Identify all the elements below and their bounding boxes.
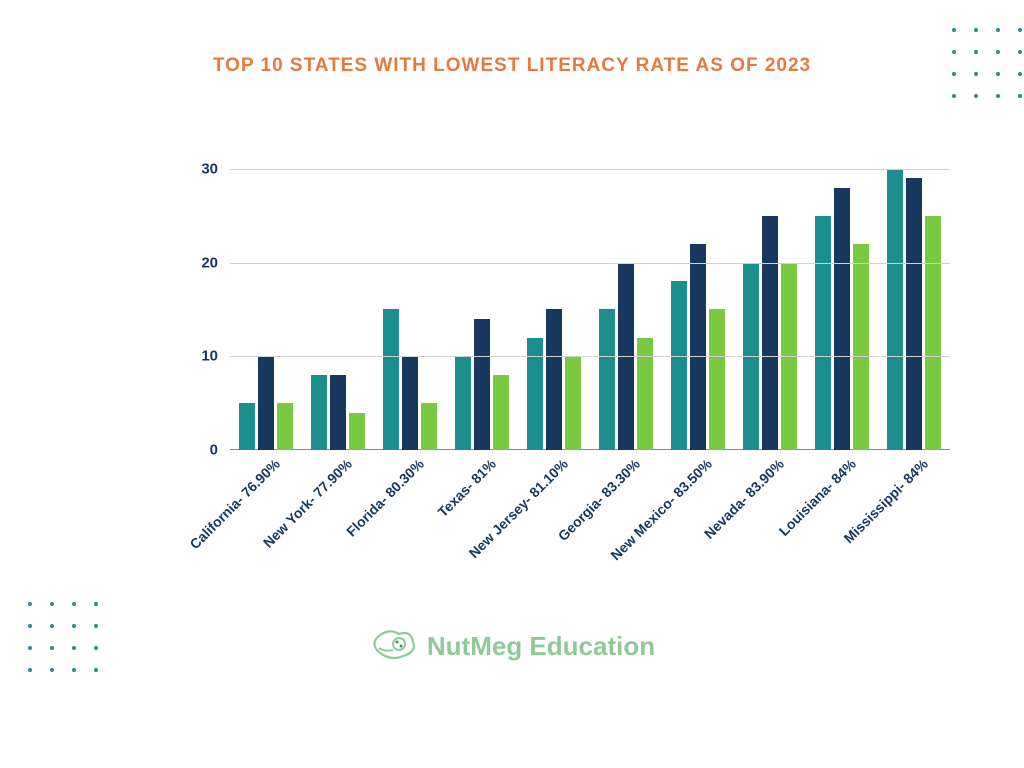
gridline bbox=[230, 356, 950, 357]
bar bbox=[455, 356, 471, 450]
x-tick-label: Nevada- 83.90% bbox=[701, 456, 787, 542]
chart-title: TOP 10 STATES WITH LOWEST LITERACY RATE … bbox=[0, 55, 1024, 77]
decor-dot bbox=[974, 50, 978, 54]
brand-text: NutMeg Education bbox=[427, 631, 655, 662]
decor-dot bbox=[996, 94, 1000, 98]
bar bbox=[258, 356, 274, 450]
bar bbox=[349, 413, 365, 451]
bar-group: Mississippi- 84% bbox=[878, 150, 950, 450]
bar bbox=[277, 403, 293, 450]
chart-title-text: TOP 10 STATES WITH LOWEST LITERACY RATE … bbox=[213, 55, 811, 76]
bar bbox=[421, 403, 437, 450]
decor-dot bbox=[94, 602, 98, 606]
decor-dot bbox=[952, 50, 956, 54]
bar bbox=[546, 309, 562, 450]
bar-group: Georgia- 83.30% bbox=[590, 150, 662, 450]
literacy-bar-chart: California- 76.90%New York- 77.90%Florid… bbox=[230, 150, 960, 450]
decor-dot bbox=[974, 94, 978, 98]
gridline bbox=[230, 169, 950, 170]
decor-dot bbox=[1018, 50, 1022, 54]
bar bbox=[853, 244, 869, 450]
decor-dot bbox=[94, 668, 98, 672]
x-tick-label: Florida- 80.30% bbox=[343, 456, 427, 540]
bar-group: California- 76.90% bbox=[230, 150, 302, 450]
brand-footer: NutMeg Education bbox=[0, 628, 1024, 664]
decor-dot bbox=[952, 28, 956, 32]
x-tick-label: Texas- 81% bbox=[434, 456, 499, 521]
decor-dot bbox=[28, 602, 32, 606]
decor-dot bbox=[1018, 94, 1022, 98]
bar bbox=[330, 375, 346, 450]
bar bbox=[834, 188, 850, 451]
bar bbox=[527, 338, 543, 451]
bar-group: Louisiana- 84% bbox=[806, 150, 878, 450]
y-tick-label: 30 bbox=[201, 160, 218, 177]
decor-dots-top-right bbox=[952, 28, 1022, 98]
bar bbox=[383, 309, 399, 450]
bar-group: Florida- 80.30% bbox=[374, 150, 446, 450]
bar bbox=[402, 356, 418, 450]
decor-dot bbox=[996, 50, 1000, 54]
bars-container: California- 76.90%New York- 77.90%Florid… bbox=[230, 150, 950, 450]
y-tick-label: 0 bbox=[210, 442, 218, 459]
decor-dot bbox=[952, 72, 956, 76]
bar bbox=[671, 281, 687, 450]
bar bbox=[762, 216, 778, 450]
bar-group: Texas- 81% bbox=[446, 150, 518, 450]
bar bbox=[925, 216, 941, 450]
decor-dot bbox=[974, 72, 978, 76]
decor-dot bbox=[50, 668, 54, 672]
decor-dot bbox=[1018, 72, 1022, 76]
decor-dot bbox=[1018, 28, 1022, 32]
decor-dot bbox=[996, 72, 1000, 76]
y-tick-label: 20 bbox=[201, 254, 218, 271]
decor-dot bbox=[952, 94, 956, 98]
decor-dot bbox=[974, 28, 978, 32]
bar bbox=[709, 309, 725, 450]
bar bbox=[815, 216, 831, 450]
bar bbox=[637, 338, 653, 451]
x-tick-label: Louisiana- 84% bbox=[776, 456, 859, 539]
decor-dot bbox=[28, 668, 32, 672]
bar-group: New Mexico- 83.50% bbox=[662, 150, 734, 450]
bar bbox=[239, 403, 255, 450]
decor-dot bbox=[996, 28, 1000, 32]
decor-dot bbox=[50, 602, 54, 606]
bar bbox=[599, 309, 615, 450]
bar bbox=[474, 319, 490, 450]
bar bbox=[887, 169, 903, 450]
y-tick-label: 10 bbox=[201, 348, 218, 365]
bar-group: Nevada- 83.90% bbox=[734, 150, 806, 450]
bar bbox=[906, 178, 922, 450]
bar bbox=[493, 375, 509, 450]
gridline bbox=[230, 263, 950, 264]
decor-dot bbox=[72, 668, 76, 672]
decor-dot bbox=[72, 602, 76, 606]
bar-group: New York- 77.90% bbox=[302, 150, 374, 450]
bar bbox=[311, 375, 327, 450]
brand-logo-icon bbox=[369, 628, 417, 664]
bar bbox=[565, 356, 581, 450]
bar-group: New Jersey- 81.10% bbox=[518, 150, 590, 450]
bar bbox=[690, 244, 706, 450]
